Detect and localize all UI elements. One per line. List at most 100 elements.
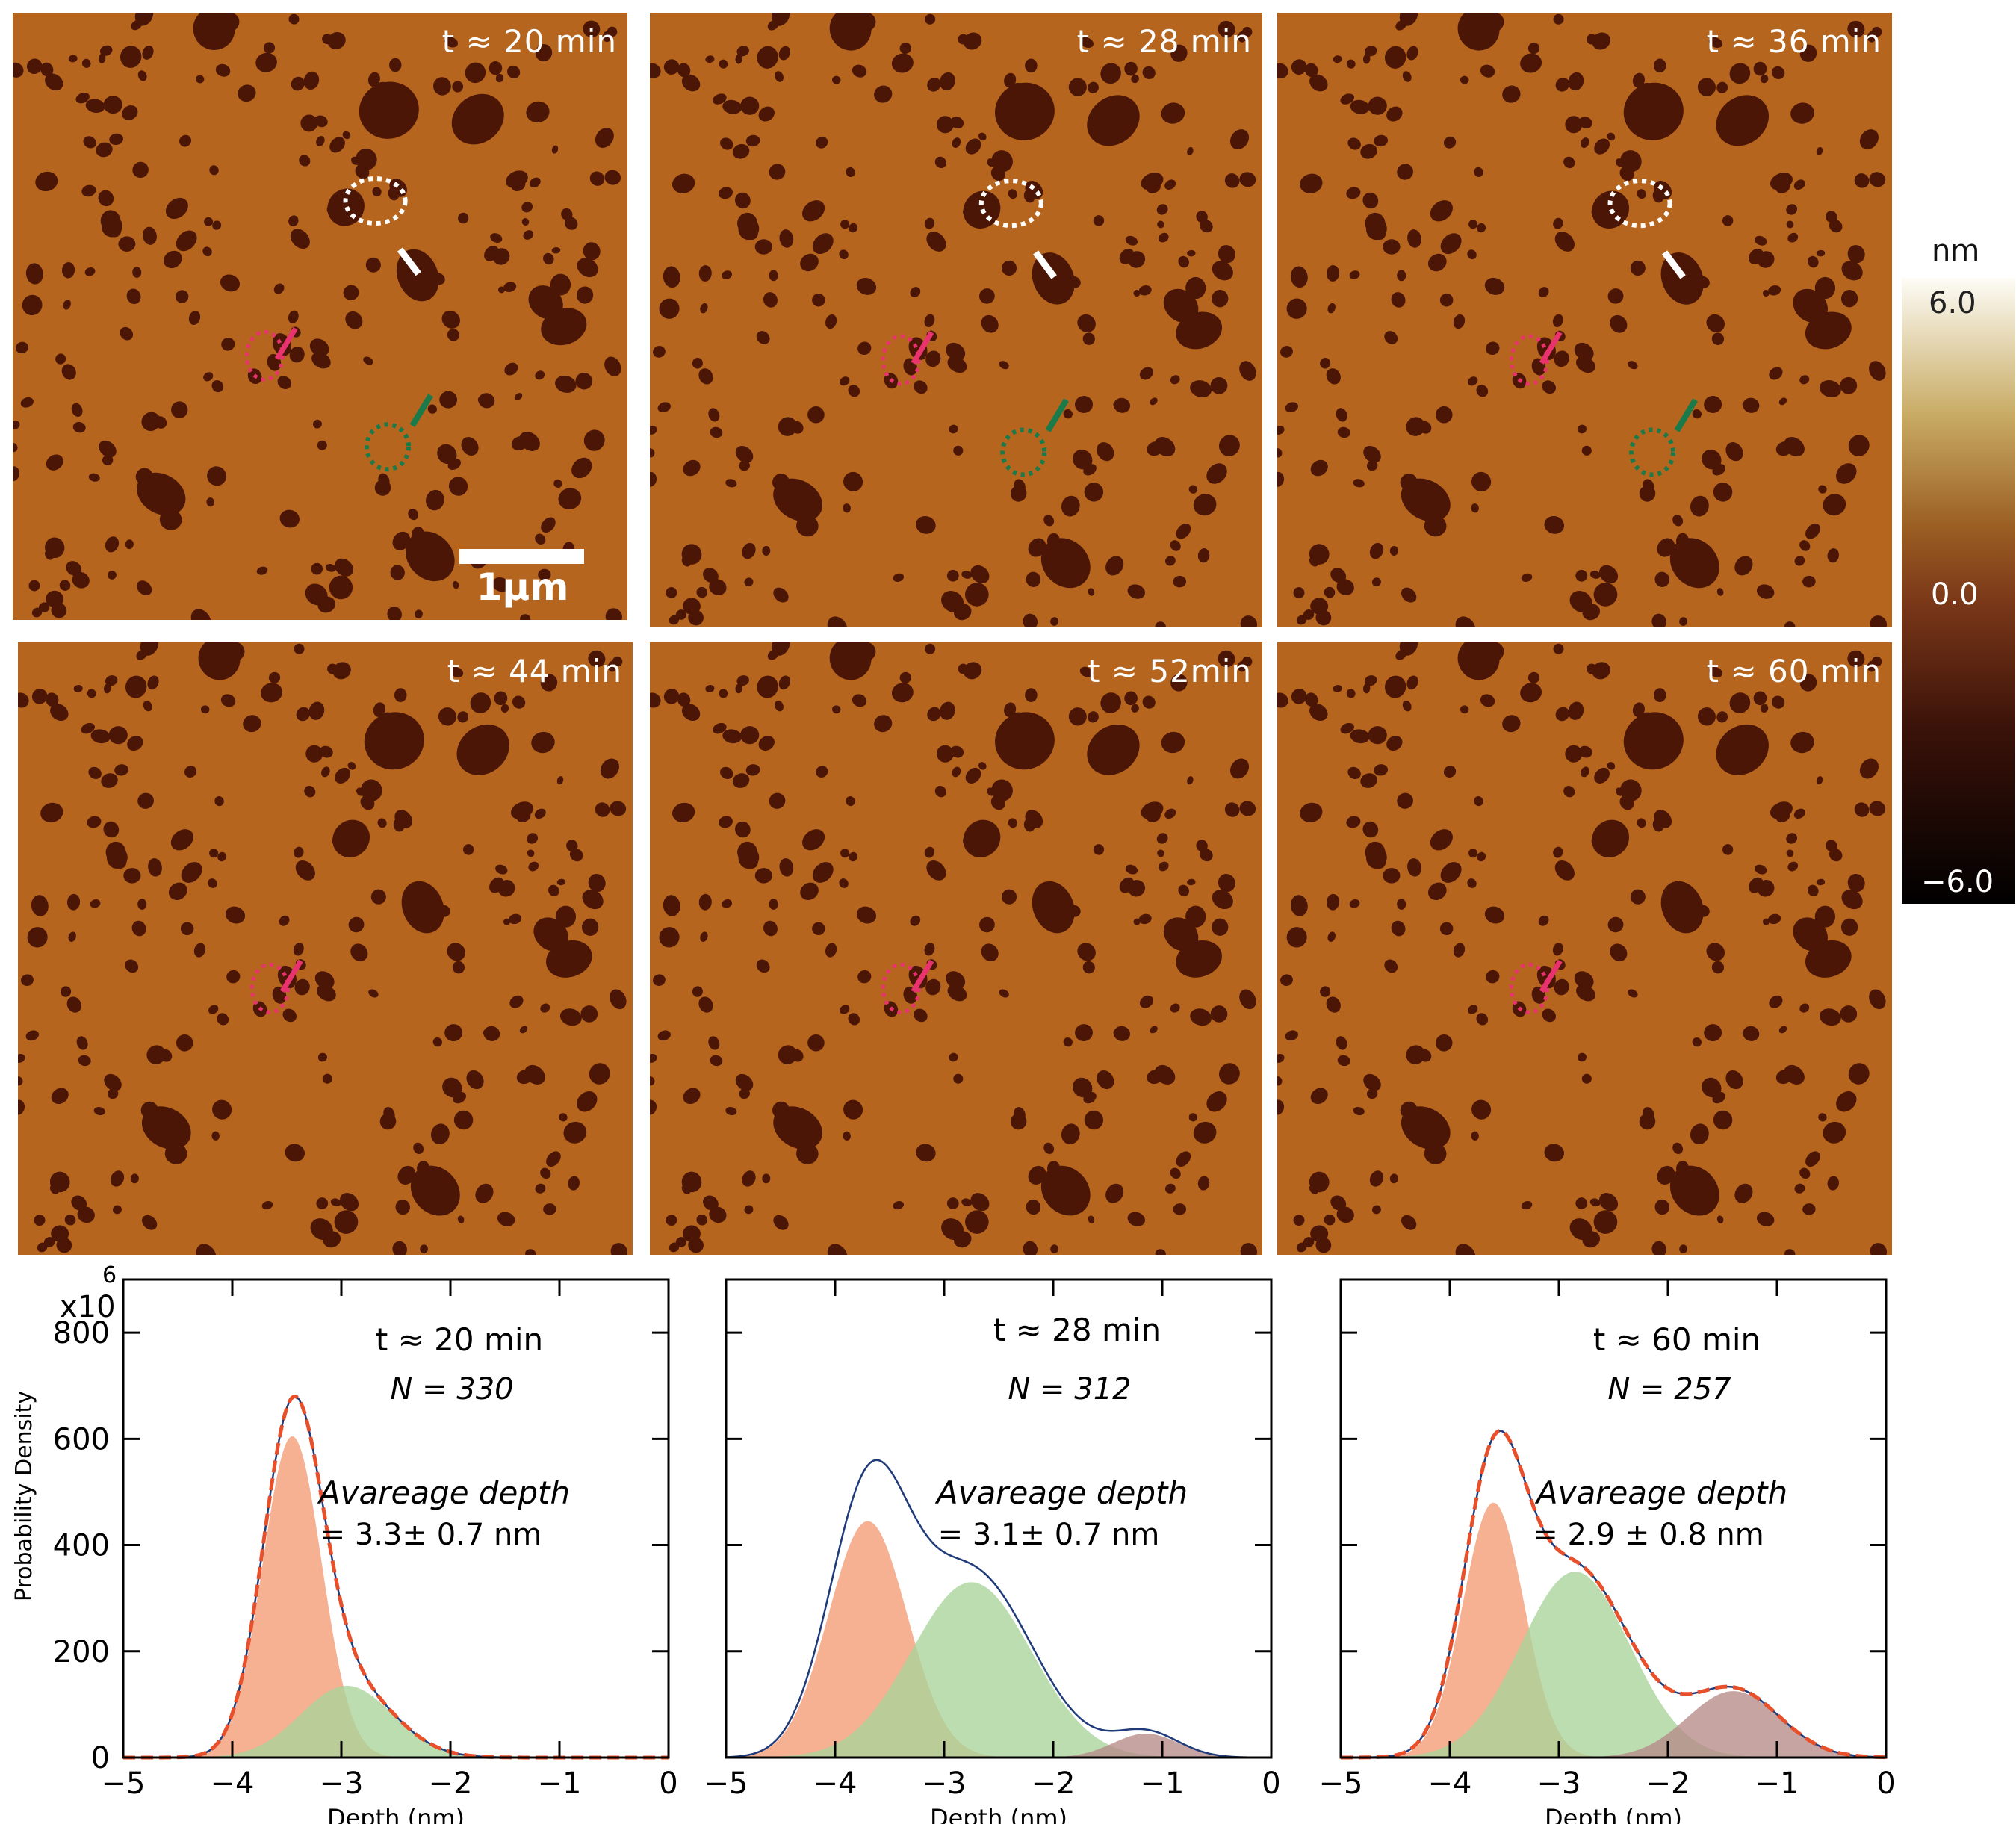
pink-marker [249,962,290,1014]
afm-pit [1607,762,1616,770]
afm-pit [1576,984,1595,1002]
afm-pit [1285,402,1299,413]
afm-pit [329,575,353,600]
afm-pit [1124,691,1138,706]
afm-pit [255,52,277,72]
afm-pit [953,1231,972,1248]
afm-pit [1407,229,1421,248]
afm-pit [1196,211,1208,223]
afm-pit [363,356,373,365]
afm-pit [1628,361,1638,370]
afm-pit [1582,604,1601,621]
afm-pit [325,564,336,572]
afm-pit [1574,342,1594,361]
afm-pit [1139,995,1154,1008]
afm-pit [456,724,509,775]
afm-pit [1657,538,1675,557]
afm-pit [282,1008,297,1023]
afm-pit [1467,249,1477,260]
afm-pit [588,650,606,668]
afm-pit [1114,1026,1131,1041]
afm-pit [1218,435,1240,456]
chart-time-label: t ≈ 20 min [376,1321,543,1358]
afm-pit [516,1070,533,1085]
afm-pit [120,46,142,68]
afm-surface [13,13,627,620]
afm-pit [425,489,444,511]
afm-pit [1028,1165,1046,1185]
afm-pit [1402,71,1412,82]
afm-pit [1277,471,1285,487]
afm-pit [1790,731,1814,754]
afm-pit [319,745,333,758]
afm-pit [1360,773,1377,788]
afm-pit [1337,426,1350,438]
afm-image-panel: t ≈ 20 min [13,13,627,620]
afm-pit [1753,691,1767,706]
afm-pit [225,906,246,924]
white-marker [1607,179,1672,229]
afm-pit [1632,72,1645,88]
x-tick-label: −3 [320,1766,364,1801]
afm-pit [1303,1237,1315,1247]
afm-pit [1330,1195,1347,1211]
afm-pit [397,1165,416,1185]
afm-pit [1563,156,1575,169]
afm-pit [1147,1070,1164,1085]
afm-pit [1087,95,1140,146]
afm-pit [600,758,619,779]
afm-pit [827,616,848,627]
afm-pit [604,356,621,376]
afm-pit [1026,1199,1041,1215]
afm-pit [1716,588,1724,596]
afm-pit [962,835,972,846]
afm-pit [1340,722,1354,734]
afm-pit [1239,172,1256,187]
afm-pit [125,539,134,550]
afm-pit [1427,253,1447,272]
afm-pit [452,81,464,93]
afm-pit [441,310,460,329]
afm-pit [970,1193,990,1212]
afm-pit [650,1053,657,1063]
histogram-chart: −5 −4 −3 −2 −1 0 Depth (nm) t ≈ 28 min N = 312 Av… [704,1278,1281,1824]
afm-pit [558,488,582,510]
afm-pit [663,689,680,704]
afm-pit [1008,189,1017,199]
afm-pit [71,403,83,418]
afm-pit [802,200,825,222]
afm-pit [1170,375,1180,385]
afm-pit [475,1183,494,1203]
afm-pit [778,417,798,436]
afm-pit [503,282,517,292]
x-axis-label: Depth (nm) [1545,1804,1682,1824]
afm-pit [663,59,680,75]
afm-pit [1277,692,1288,708]
afm-pit [1300,173,1323,193]
afm-pit [1147,810,1161,822]
afm-pit [1365,217,1387,241]
green-arrow-icon [1045,398,1070,432]
afm-pit [1088,711,1099,723]
afm-pit [1240,1243,1258,1255]
afm-pit [1453,943,1466,958]
afm-pit [1386,736,1403,751]
afm-pit [1854,173,1870,188]
afm-pit [1836,1091,1857,1112]
afm-pit [1679,617,1687,626]
afm-pit [1061,495,1080,517]
afm-pit [200,705,210,714]
afm-pit [953,1073,964,1084]
afm-pit [1808,884,1819,897]
afm-pit [1630,889,1646,905]
afm-pit [1401,1106,1451,1150]
afm-pit [1443,136,1457,149]
pink-marker [881,334,921,386]
afm-pit [1794,1183,1805,1194]
afm-pit [840,849,850,858]
afm-pit [294,846,304,858]
afm-pit [946,971,966,990]
afm-pit [31,895,49,916]
afm-pit [735,446,754,463]
afm-pit [394,688,407,702]
